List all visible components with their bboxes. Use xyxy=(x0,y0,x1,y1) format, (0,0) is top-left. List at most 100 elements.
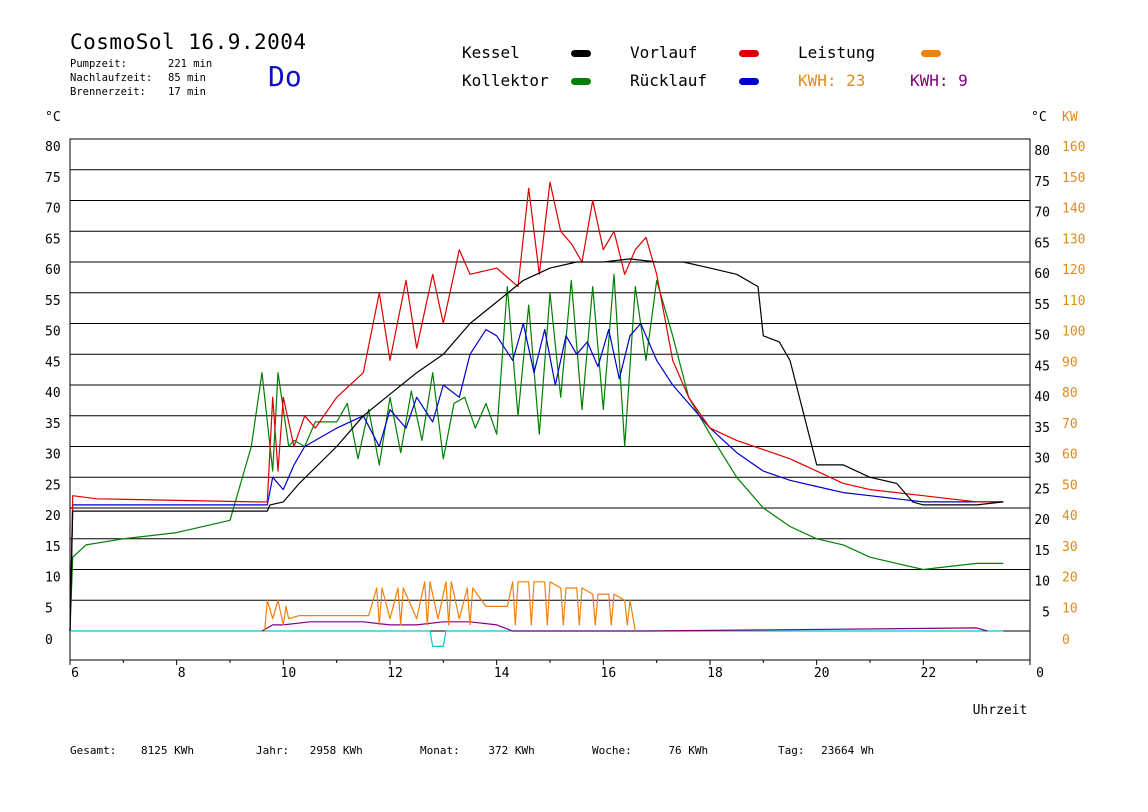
y-right-temp-tick-label: 70 xyxy=(1034,206,1050,221)
y-left-tick-label: 10 xyxy=(45,571,61,586)
footer-week-value: 76 KWh xyxy=(668,744,709,757)
legend-vorlauf-swatch xyxy=(739,50,759,57)
y-right-temp-tick-label: 5 xyxy=(1042,605,1050,620)
chart-title: CosmoSol 16.9.2004 xyxy=(70,30,307,54)
legend-kwh-pumpe: KWH: 9 xyxy=(910,71,968,90)
x-tick-label: 18 xyxy=(707,666,723,681)
y-right-temp-tick-label: 65 xyxy=(1034,236,1050,251)
x-tick-label: 20 xyxy=(814,666,830,681)
y-left-tick-label: 20 xyxy=(45,509,61,524)
y-right-power-tick-label: 90 xyxy=(1062,355,1078,370)
y-left-tick-label: 50 xyxy=(45,325,61,340)
info-value: 17 min xyxy=(168,86,206,98)
footer-year: Jahr: 2958 KWh xyxy=(256,744,363,757)
footer-day-value: 23664 Wh xyxy=(821,744,875,757)
y-right-temp-tick-label: 20 xyxy=(1034,513,1050,528)
footer-week-label: Woche: xyxy=(592,744,632,757)
footer-day: Tag: 23664 Wh xyxy=(778,744,874,757)
y-left-tick-label: 40 xyxy=(45,386,61,401)
y-right-power-tick-label: 80 xyxy=(1062,386,1078,401)
axis-layer: 6 8 10 12 14 16 18 20 22 0Uhrzeit0510152025303540… xyxy=(45,110,1085,718)
y-right-temp-tick-label: 35 xyxy=(1034,421,1050,436)
footer-year-value: 2958 KWh xyxy=(309,744,363,757)
info-value: 85 min xyxy=(168,72,206,84)
x-tick-label: 12 xyxy=(387,666,403,681)
series-line-kessel xyxy=(69,258,1004,632)
legend-vorlauf-label: Vorlauf xyxy=(630,43,698,62)
weekday-label: Do xyxy=(268,60,302,93)
x-tick-label: 16 xyxy=(601,666,617,681)
y-left-tick-label: 75 xyxy=(45,171,61,186)
y-right-power-tick-label: 150 xyxy=(1062,171,1085,186)
footer-year-label: Jahr: xyxy=(256,744,290,757)
x-tick-label: 14 xyxy=(494,666,510,681)
x-tick-label: 8 xyxy=(178,666,186,681)
y-right-temp-tick-label: 45 xyxy=(1034,359,1050,374)
y-right-temp-tick-label: 55 xyxy=(1034,298,1050,313)
y-right-temp-tick-label: 30 xyxy=(1034,452,1050,467)
y-left-tick-label: 70 xyxy=(45,202,61,217)
series-line-kollektor xyxy=(69,273,1004,632)
y-left-tick-label: 0 xyxy=(45,633,53,648)
legend-ruecklauf-label: Rücklauf xyxy=(630,71,708,90)
series-line-vorlauf xyxy=(69,181,1004,632)
y-left-tick-label: 80 xyxy=(45,140,61,155)
y-right-temp-tick-label: 60 xyxy=(1034,267,1050,282)
y-right-power-tick-label: 140 xyxy=(1062,202,1085,217)
y-right-power-tick-label: 110 xyxy=(1062,294,1085,309)
series-layer xyxy=(69,181,1004,647)
y-right-temp-tick-label: 50 xyxy=(1034,329,1050,344)
y-right-power-unit: KW xyxy=(1062,110,1078,125)
series-line-brenner xyxy=(70,630,1004,647)
y-left-tick-label: 30 xyxy=(45,448,61,463)
footer-month-label: Monat: xyxy=(420,744,460,757)
x-tick-label: 22 xyxy=(921,666,937,681)
y-right-power-tick-label: 20 xyxy=(1062,571,1078,586)
info-block: Pumpzeit: 221 min Nachlaufzeit: 85 min Bre… xyxy=(70,57,212,99)
legend-leistung-label: Leistung xyxy=(798,43,876,62)
info-label: Pumpzeit: xyxy=(70,58,127,70)
y-right-temp-tick-label: 10 xyxy=(1034,575,1050,590)
y-right-power-tick-label: 0 xyxy=(1062,633,1070,648)
y-right-power-tick-label: 30 xyxy=(1062,540,1078,555)
legend-kessel-label: Kessel xyxy=(462,43,520,62)
legend-kwh-leistung: KWH: 23 xyxy=(798,71,866,90)
y-left-tick-label: 45 xyxy=(45,355,61,370)
y-right-temp-tick-label: 75 xyxy=(1034,175,1050,190)
footer-month-value: 372 KWh xyxy=(488,744,535,757)
footer-total-label: Gesamt: xyxy=(70,744,117,757)
y-left-tick-label: 25 xyxy=(45,478,61,493)
y-right-temp-tick-label: 25 xyxy=(1034,482,1050,497)
y-left-tick-label: 5 xyxy=(45,601,53,616)
x-tick-label: 10 xyxy=(281,666,297,681)
legend-leistung-swatch xyxy=(921,50,941,57)
footer-bar: Gesamt: 8125 KWh xyxy=(70,744,194,757)
series-line-ruecklauf xyxy=(69,322,1004,632)
y-right-power-tick-label: 70 xyxy=(1062,417,1078,432)
y-left-unit: °C xyxy=(45,110,61,125)
footer-total-value: 8125 KWh xyxy=(140,744,194,757)
legend-kessel-swatch xyxy=(571,50,591,57)
y-right-temp-tick-label: 40 xyxy=(1034,390,1050,405)
legend-kollektor-label: Kollektor xyxy=(462,71,549,90)
series-line-pumpe xyxy=(261,621,988,632)
y-left-tick-label: 35 xyxy=(45,417,61,432)
y-left-tick-label: 65 xyxy=(45,232,61,247)
y-left-tick-label: 15 xyxy=(45,540,61,555)
y-right-temp-tick-label: 80 xyxy=(1034,144,1050,159)
footer-day-label: Tag: xyxy=(778,744,805,757)
series-line-leistung xyxy=(264,581,636,632)
y-right-power-tick-label: 10 xyxy=(1062,601,1078,616)
y-right-power-tick-label: 60 xyxy=(1062,448,1078,463)
info-value: 221 min xyxy=(168,58,213,70)
y-right-power-tick-label: 160 xyxy=(1062,140,1085,155)
legend-ruecklauf-swatch xyxy=(739,78,759,85)
footer-week: Woche: 76 KWh xyxy=(592,744,708,757)
x-tick-label: 6 xyxy=(71,666,79,681)
y-left-tick-label: 55 xyxy=(45,294,61,309)
y-right-power-tick-label: 100 xyxy=(1062,325,1085,340)
y-left-tick-label: 60 xyxy=(45,263,61,278)
y-right-power-tick-label: 120 xyxy=(1062,263,1085,278)
y-right-power-tick-label: 50 xyxy=(1062,478,1078,493)
